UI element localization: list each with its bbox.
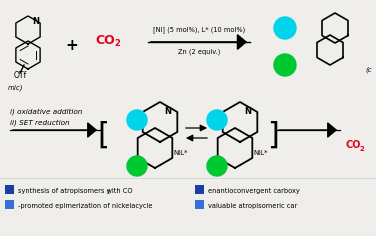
Text: [: [ <box>97 121 109 149</box>
Bar <box>5 185 14 194</box>
Text: +: + <box>66 38 78 52</box>
Bar <box>195 185 204 194</box>
Text: -promoted epimerization of nickelacycle: -promoted epimerization of nickelacycle <box>18 203 153 209</box>
Circle shape <box>274 17 296 39</box>
Text: N: N <box>244 108 252 117</box>
Text: mic): mic) <box>8 85 23 91</box>
Text: CO: CO <box>345 140 361 150</box>
Text: N: N <box>32 17 39 26</box>
Text: enantioconvergent carboxy: enantioconvergent carboxy <box>208 188 300 194</box>
Text: valuable atropisomeric car: valuable atropisomeric car <box>208 203 297 209</box>
Text: Zn (2 equiv.): Zn (2 equiv.) <box>178 49 220 55</box>
Text: 2: 2 <box>360 146 365 152</box>
Text: NiL*: NiL* <box>253 150 267 156</box>
Circle shape <box>274 54 296 76</box>
Text: NiL*: NiL* <box>173 150 188 156</box>
Text: N: N <box>165 108 171 117</box>
Text: [Ni] (5 mol%), L* (10 mol%): [Ni] (5 mol%), L* (10 mol%) <box>153 27 245 33</box>
Text: CO: CO <box>95 34 115 46</box>
Bar <box>195 200 204 209</box>
Text: ii) SET reduction: ii) SET reduction <box>10 120 70 126</box>
Circle shape <box>127 156 147 176</box>
Text: (c: (c <box>365 67 371 73</box>
Text: synthesis of atropisomers with CO: synthesis of atropisomers with CO <box>18 188 133 194</box>
Circle shape <box>207 110 227 130</box>
Bar <box>5 200 14 209</box>
Text: OTf: OTf <box>14 71 27 80</box>
Text: ]: ] <box>267 121 279 149</box>
Text: 2: 2 <box>114 39 120 49</box>
Text: i) oxidative addition: i) oxidative addition <box>10 109 82 115</box>
Circle shape <box>127 110 147 130</box>
Circle shape <box>207 156 227 176</box>
Text: 2: 2 <box>107 190 110 195</box>
